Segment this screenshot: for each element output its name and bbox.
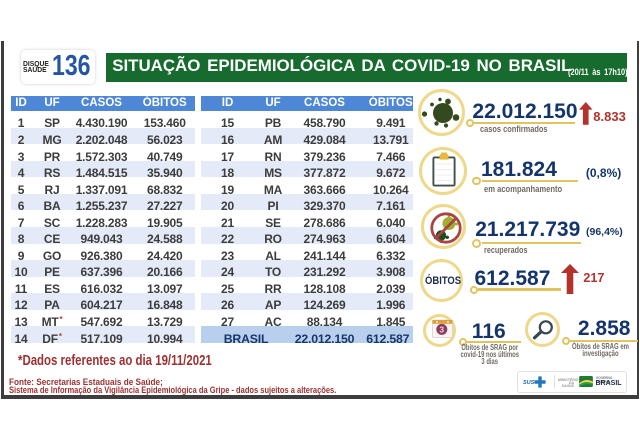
svg-text:3: 3 [439,324,444,334]
